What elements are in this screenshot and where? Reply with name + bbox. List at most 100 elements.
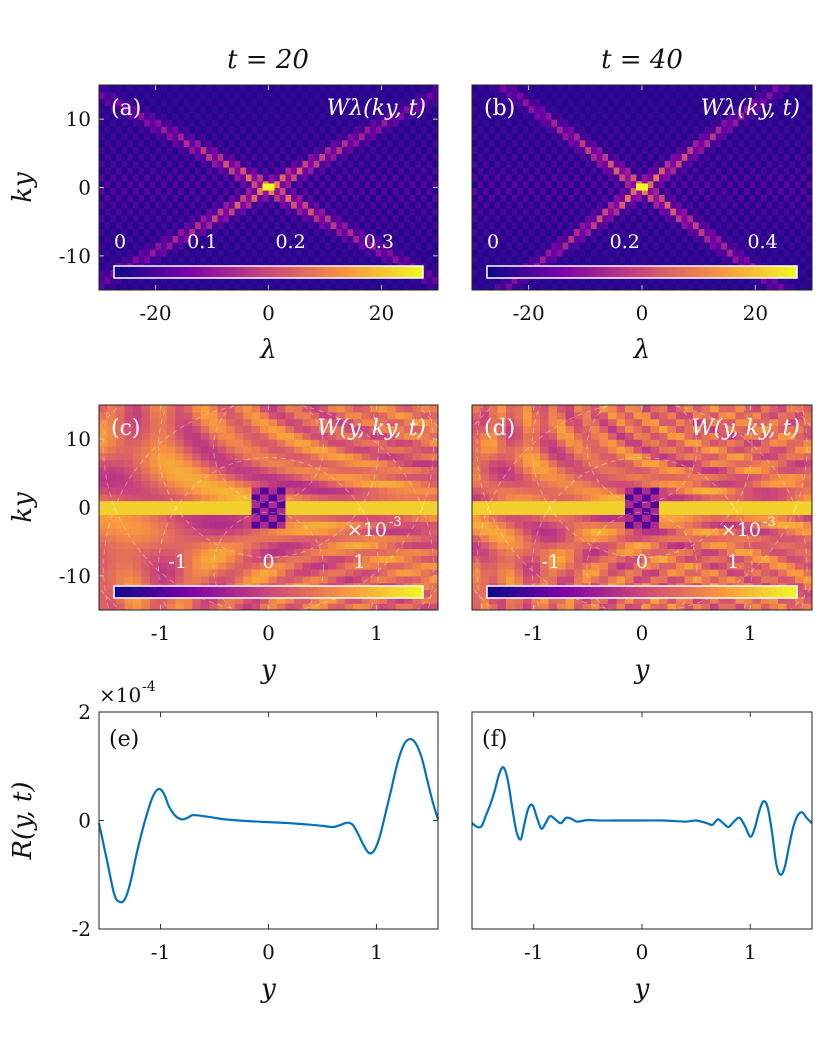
heatmap-cell — [293, 562, 303, 570]
heatmap-cell — [110, 132, 117, 141]
heatmap-cell — [778, 98, 785, 107]
heatmap-cell — [361, 555, 371, 563]
heatmap-cell — [715, 180, 722, 189]
heatmap-cell — [268, 493, 278, 502]
heatmap-cell — [110, 173, 117, 182]
heatmap-cell — [104, 276, 111, 284]
heatmap-cell — [477, 153, 484, 161]
heatmap-cell — [217, 528, 227, 536]
heatmap-cell — [319, 98, 326, 107]
heatmap-cell — [115, 255, 123, 264]
heatmap-cell — [361, 493, 371, 502]
heatmap-cell — [110, 91, 117, 100]
heatmap-cell — [511, 132, 518, 141]
heatmap-cell — [800, 221, 807, 230]
heatmap-cell — [149, 105, 157, 113]
heatmap-cell — [613, 249, 620, 257]
heatmap-cell — [251, 180, 258, 189]
heatmap-cell — [158, 541, 168, 550]
heatmap-cell — [534, 173, 541, 182]
heatmap-cell — [313, 112, 320, 120]
heatmap-cell — [755, 187, 762, 195]
heatmap-cell — [361, 405, 371, 413]
heatmap-cell — [172, 201, 179, 209]
heatmap-cell — [336, 521, 346, 529]
heatmap-cell — [613, 194, 620, 202]
heatmap-cell — [477, 276, 484, 284]
heatmap-cell — [325, 85, 332, 93]
heatmap-cell — [636, 139, 643, 148]
heatmap-cell — [778, 85, 785, 93]
heatmap-cell — [144, 235, 151, 243]
heatmap-cell — [212, 160, 219, 168]
heatmap-cell — [144, 228, 151, 236]
heatmap-cell — [172, 126, 179, 134]
heatmap-cell — [251, 528, 261, 536]
heatmap-cell — [800, 112, 807, 120]
heatmap-cell — [234, 452, 244, 461]
heatmap-cell — [806, 119, 812, 127]
heatmap-cell — [778, 276, 785, 284]
heatmap-cell — [206, 105, 213, 113]
heatmap-cell — [364, 214, 371, 223]
heatmap-cell — [375, 242, 383, 250]
heatmap-cell — [132, 541, 142, 550]
contour-line — [213, 405, 324, 503]
heatmap-cell — [302, 521, 312, 529]
heatmap-cell — [531, 603, 541, 610]
heatmap-cell — [744, 249, 751, 257]
heatmap-cell — [347, 105, 354, 113]
heatmap-cell — [421, 146, 428, 154]
heatmap-cell — [336, 439, 346, 447]
heatmap-cell — [806, 146, 812, 154]
heatmap-cell — [395, 528, 405, 536]
heatmap-cell — [302, 249, 309, 257]
heatmap-cell — [99, 514, 109, 522]
heatmap-cell — [562, 132, 569, 141]
heatmap-cell — [226, 521, 236, 529]
heatmap-cell — [721, 139, 728, 148]
heatmap-cell — [404, 596, 414, 604]
heatmap-cell — [226, 473, 236, 481]
heatmap-cell — [472, 201, 479, 209]
heatmap-cell — [285, 187, 292, 195]
heatmap-cell — [755, 228, 762, 236]
heatmap-cell — [534, 146, 541, 154]
heatmap-cell — [308, 228, 315, 236]
heatmap-cell — [279, 249, 287, 257]
heatmap-cell — [121, 228, 128, 236]
heatmap-cell — [293, 480, 303, 488]
heatmap-cell — [175, 555, 185, 563]
heatmap-cell — [138, 180, 145, 189]
heatmap-cell — [557, 283, 564, 290]
heatmap-cell — [483, 105, 490, 113]
heatmap-cell — [557, 98, 564, 107]
heatmap-cell — [409, 228, 416, 236]
heatmap-cell — [681, 249, 688, 257]
heatmap-cell — [209, 466, 219, 474]
heatmap-cell — [268, 507, 278, 515]
heatmap-cell — [319, 126, 326, 134]
heatmap-cell — [358, 146, 366, 154]
heatmap-cell — [115, 194, 123, 202]
heatmap-cell — [494, 173, 501, 182]
heatmap-cell — [115, 452, 126, 461]
heatmap-cell — [262, 276, 270, 284]
heatmap-cell — [534, 153, 541, 161]
heatmap-cell — [608, 160, 615, 168]
heatmap-cell — [568, 85, 575, 93]
heatmap-cell — [545, 146, 552, 154]
heatmap-cell — [378, 432, 388, 440]
heatmap-cell — [591, 242, 598, 250]
heatmap-cell — [234, 466, 244, 474]
heatmap-cell — [500, 167, 507, 175]
heatmap-cell — [421, 446, 431, 454]
heatmap-cell — [325, 221, 332, 230]
heatmap-cell — [704, 139, 711, 148]
heatmap-cell — [710, 139, 717, 148]
heatmap-cell — [574, 228, 581, 236]
heatmap-cell — [330, 201, 337, 209]
heatmap-cell — [664, 132, 671, 141]
heatmap-cell — [327, 466, 337, 474]
heatmap-cell — [659, 91, 666, 100]
